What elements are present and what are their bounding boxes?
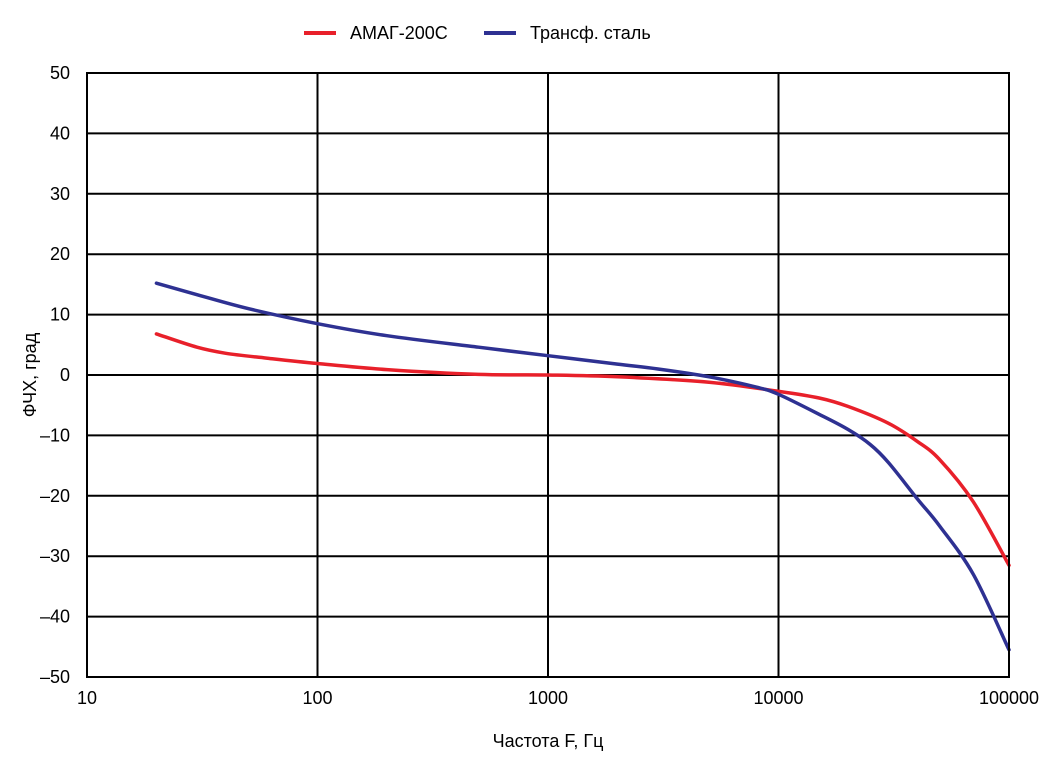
series-layer <box>154 281 1011 652</box>
legend: АМАГ-200С Трансф. сталь <box>304 23 651 43</box>
y-axis-ticks: 50 40 30 20 10 0 –10 –20 –30 –40 –50 <box>40 63 70 687</box>
x-tick-label: 1000 <box>528 688 568 708</box>
y-axis-title: ФЧХ, град <box>20 332 40 417</box>
x-tick-label: 10000 <box>753 688 803 708</box>
y-tick-label: 20 <box>50 244 70 264</box>
series-line-steel <box>154 281 1011 652</box>
legend-item-amag: АМАГ-200С <box>304 23 448 43</box>
y-tick-label: 30 <box>50 184 70 204</box>
y-tick-label: –30 <box>40 546 70 566</box>
y-tick-label: –20 <box>40 486 70 506</box>
x-tick-label: 100000 <box>979 688 1039 708</box>
y-tick-label: –50 <box>40 667 70 687</box>
y-tick-label: 0 <box>60 365 70 385</box>
legend-label-steel: Трансф. сталь <box>530 23 651 43</box>
legend-label-amag: АМАГ-200С <box>350 23 448 43</box>
y-tick-label: 50 <box>50 63 70 83</box>
y-tick-label: 40 <box>50 123 70 143</box>
y-tick-label: 10 <box>50 305 70 325</box>
x-tick-label: 100 <box>302 688 332 708</box>
series-line-amag <box>154 332 1011 568</box>
plot-frame <box>86 72 1010 678</box>
x-tick-label: 10 <box>77 688 97 708</box>
y-tick-label: –10 <box>40 425 70 445</box>
x-axis-title: Частота F, Гц <box>493 731 604 751</box>
legend-item-steel: Трансф. сталь <box>484 23 651 43</box>
x-axis-ticks: 10 100 1000 10000 100000 <box>77 688 1039 708</box>
y-tick-label: –40 <box>40 607 70 627</box>
